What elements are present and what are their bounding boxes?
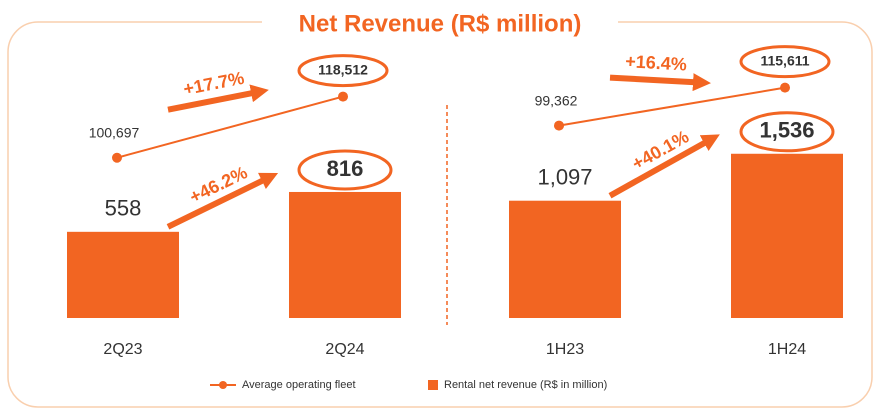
bar-value-label: 558 xyxy=(105,196,142,221)
title-backing xyxy=(262,8,618,42)
legend-dot-icon xyxy=(219,381,227,389)
growth-label: +16.4% xyxy=(625,51,688,74)
chart-title: Net Revenue (R$ million) xyxy=(299,10,582,37)
fleet-value-label: 100,697 xyxy=(89,124,140,140)
highlight-ring xyxy=(739,111,835,153)
x-tick-label: 1H24 xyxy=(768,341,806,358)
bar-value-label: 1,536 xyxy=(759,118,814,143)
legend-label: Rental net revenue (R$ in million) xyxy=(444,379,607,391)
fleet-value-label: 118,512 xyxy=(318,61,368,77)
bar xyxy=(731,153,843,318)
bar xyxy=(67,231,179,318)
highlight-ring xyxy=(739,45,831,79)
fleet-point xyxy=(112,152,122,163)
bar-value-label: 816 xyxy=(327,156,364,181)
x-tick-label: 2Q23 xyxy=(103,341,142,358)
fleet-value-label: 115,611 xyxy=(760,52,809,68)
x-tick-label: 2Q24 xyxy=(325,341,364,358)
fleet-line xyxy=(558,86,786,127)
growth-arrow xyxy=(167,84,269,113)
fleet-point xyxy=(554,120,564,131)
fleet-point xyxy=(780,82,790,93)
legend-label: Average operating fleet xyxy=(242,379,356,391)
bar xyxy=(509,200,621,318)
x-tick-label: 1H23 xyxy=(546,341,584,358)
bar xyxy=(289,191,401,318)
fleet-value-label: 99,362 xyxy=(535,92,578,108)
highlight-ring xyxy=(297,54,389,88)
fleet-point xyxy=(338,91,348,102)
fleet-line xyxy=(116,95,344,159)
bar-value-label: 1,097 xyxy=(537,165,592,190)
growth-arrow xyxy=(609,73,711,92)
legend-square-icon xyxy=(428,380,438,390)
highlight-ring xyxy=(297,149,393,191)
growth-arrow xyxy=(608,134,720,199)
growth-arrow xyxy=(166,172,279,230)
